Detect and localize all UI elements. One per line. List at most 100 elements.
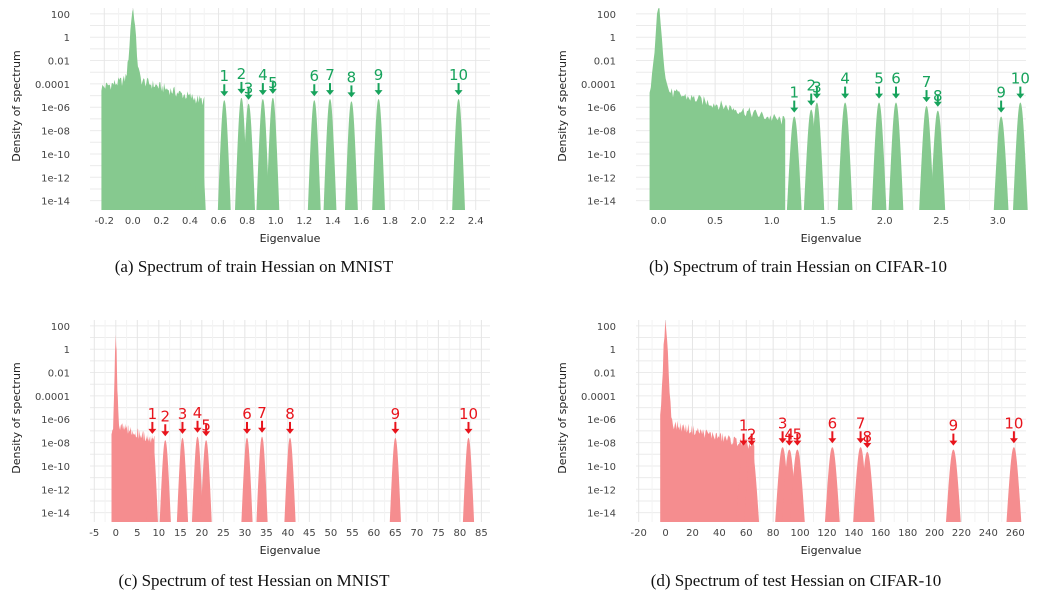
outlier-label-9: 9 [374,66,384,84]
x-tick-label: 0 [113,528,119,539]
outlier-peak-10 [452,99,465,210]
x-tick-label: 40 [281,528,294,539]
bulk-lobe [194,145,206,210]
x-tick-label: 10 [152,528,165,539]
x-tick-label: 50 [324,528,337,539]
bulk-density-area [101,9,205,210]
y-tick-label: 1e-10 [41,150,70,161]
x-tick-label: 20 [195,528,208,539]
y-tick-label: 1e-12 [587,485,616,496]
outlier-peak-6 [888,102,904,210]
outlier-peak-7 [323,99,337,210]
outlier-label-5: 5 [874,70,884,88]
outlier-peak-8 [284,437,296,522]
outlier-arrowhead-5 [793,440,802,446]
outlier-label-6: 6 [891,70,901,88]
outlier-label-2: 2 [747,426,757,444]
x-tick-label: 65 [389,528,402,539]
outlier-label-8: 8 [933,87,943,105]
x-tick-label: 80 [767,528,780,539]
y-tick-label: 1e-06 [41,103,70,114]
outlier-peak-5 [871,102,887,210]
outlier-peak-5 [266,97,280,210]
x-tick-label: 160 [871,528,890,539]
outlier-peak-8 [930,110,946,210]
x-tick-label: 0.0 [125,216,141,227]
bulk-density-area [649,8,786,210]
x-tick-label: 200 [925,528,944,539]
y-tick-label: 0.01 [594,57,616,68]
outlier-label-5: 5 [793,426,803,444]
outlier-label-1: 1 [739,417,749,435]
x-tick-label: 1.5 [820,216,836,227]
outlier-arrowhead-4 [841,93,850,99]
y-tick-label: 1e-14 [41,509,70,520]
x-tick-label: 140 [844,528,863,539]
outlier-peak-2 [744,449,760,522]
x-tick-label: 0.4 [182,216,198,227]
x-tick-label: 30 [238,528,251,539]
chart-panel-1: 1 234 5 6 7 8 9 1010010.010.00011e-061e-081e-10… [10,8,490,276]
x-tick-label: 1.0 [268,216,284,227]
outlier-arrowhead-5 [875,93,884,99]
x-tick-label: 20 [686,528,699,539]
outlier-arrowhead-2 [807,100,816,106]
x-axis-label: Eigenvalue [801,544,862,557]
outlier-label-2: 2 [806,77,816,95]
outlier-peak-1 [146,437,158,522]
x-tick-label: 55 [346,528,359,539]
outlier-arrowhead-8 [347,92,356,98]
y-tick-label: 1 [610,345,616,356]
y-axis-label: Density of spectrum [556,362,569,473]
y-tick-label: 100 [597,322,616,333]
x-tick-label: 2.0 [411,216,427,227]
outlier-peak-9 [945,449,961,522]
outlier-label-4: 4 [258,66,268,84]
outlier-arrowhead-9 [997,107,1006,113]
x-tick-label: 35 [260,528,273,539]
y-tick-label: 0.0001 [581,80,616,91]
outlier-arrowhead-3 [778,438,787,444]
outlier-peak-4 [191,436,204,522]
outlier-peak-3 [242,103,255,210]
y-tick-label: 0.0001 [35,392,70,403]
x-tick-label: 1.4 [325,216,341,227]
outlier-arrowhead-7 [258,427,267,433]
outlier-arrowhead-6 [242,428,251,434]
y-tick-label: 100 [51,322,70,333]
outlier-peak-10 [1013,102,1028,210]
x-tick-label: 0.8 [239,216,255,227]
x-tick-label: 2.2 [439,216,455,227]
outlier-arrowhead-1 [148,428,157,434]
x-tick-label: 60 [740,528,753,539]
outlier-arrowhead-7 [856,438,865,444]
y-axis-label: Density of spectrum [556,50,569,161]
chart-panel-2: 1 23 4 5 6 78 91010010.010.00011e-061e-081e-10… [556,8,1030,276]
outlier-peak-9 [389,437,401,522]
outlier-label-2: 2 [237,65,247,83]
outlier-label-9: 9 [949,417,959,435]
outlier-peak-8 [859,451,875,522]
y-tick-label: 1e-06 [587,415,616,426]
outlier-arrowhead-8 [863,442,872,448]
chart-caption: (a) Spectrum of train Hessian on MNIST [115,257,394,276]
y-tick-label: 1e-08 [587,439,616,450]
outlier-label-7: 7 [922,73,932,91]
outlier-arrowhead-4 [193,427,202,433]
x-axis-label: Eigenvalue [260,232,321,245]
x-tick-label: 45 [303,528,316,539]
outlier-peak-5 [789,449,805,522]
y-tick-label: 0.0001 [35,80,70,91]
y-tick-label: 0.0001 [581,392,616,403]
y-tick-label: 0.01 [48,369,70,380]
x-tick-label: 1.6 [353,216,369,227]
outlier-arrowhead-9 [374,90,383,96]
x-tick-label: -20 [631,528,647,539]
x-tick-label: 0.5 [707,216,723,227]
outlier-label-4: 4 [840,70,850,88]
x-tick-label: 3.0 [990,216,1006,227]
outlier-label-10: 10 [1004,414,1023,432]
y-tick-label: 1e-14 [587,197,616,208]
outlier-label-6: 6 [310,67,320,85]
